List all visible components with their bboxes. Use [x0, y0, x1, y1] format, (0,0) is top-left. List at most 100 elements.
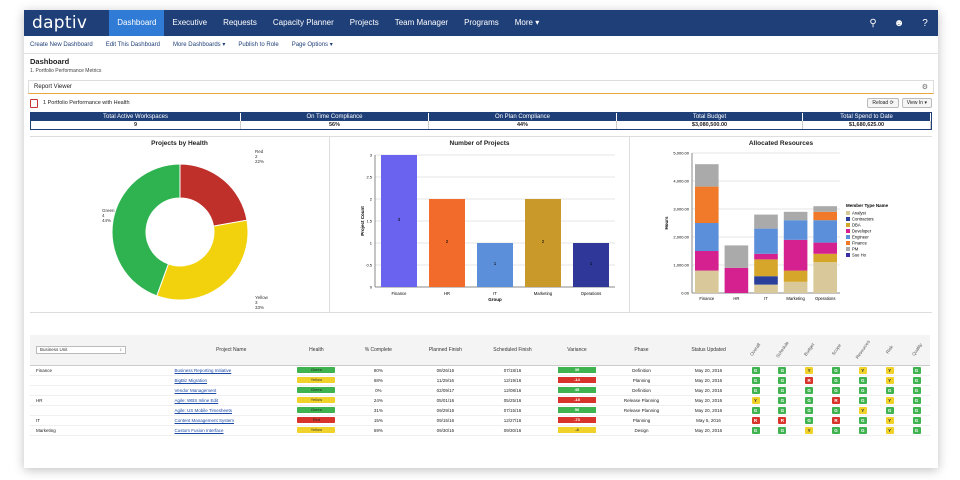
- status-indicator[interactable]: G: [805, 396, 814, 404]
- status-indicator[interactable]: G: [805, 416, 814, 424]
- status-indicator[interactable]: G: [831, 376, 840, 384]
- status-indicator[interactable]: G: [751, 426, 760, 434]
- status-indicator[interactable]: Y: [805, 426, 814, 434]
- column-header-risk[interactable]: Risk: [876, 335, 904, 366]
- help-icon[interactable]: ?: [922, 17, 928, 29]
- project-name-link[interactable]: Agile: US Mobile Timesheets: [174, 405, 289, 416]
- status-indicator[interactable]: G: [912, 376, 921, 384]
- stack-segment-contractors[interactable]: [754, 276, 778, 285]
- column-header[interactable]: % Complete: [344, 335, 412, 366]
- status-indicator[interactable]: G: [805, 386, 814, 394]
- nav-more[interactable]: More ▾: [514, 18, 540, 27]
- status-indicator[interactable]: G: [751, 376, 760, 384]
- view-in-button[interactable]: View In ▾: [901, 98, 932, 108]
- stack-segment-developer[interactable]: [695, 251, 719, 271]
- status-indicator[interactable]: G: [912, 366, 921, 374]
- business-unit-select[interactable]: Business Unit ↕: [36, 345, 126, 354]
- column-header-budget[interactable]: Budget: [795, 335, 823, 366]
- stack-segment-developer[interactable]: [724, 267, 749, 293]
- nav-dashboard[interactable]: Dashboard: [109, 10, 165, 36]
- stack-segment-finance[interactable]: [813, 211, 837, 221]
- bar-marketing[interactable]: [525, 199, 561, 287]
- bar-operations[interactable]: [573, 243, 609, 287]
- subnav-3[interactable]: Publish to Role: [238, 41, 279, 48]
- reload-button[interactable]: Reload ⟳: [867, 98, 899, 108]
- stack-segment-pm[interactable]: [813, 206, 837, 212]
- status-indicator[interactable]: G: [912, 416, 921, 424]
- nav-projects[interactable]: Projects: [349, 18, 379, 27]
- stack-segment-pm[interactable]: [783, 211, 808, 221]
- stack-segment-developer[interactable]: [813, 242, 837, 254]
- stack-segment-analyst[interactable]: [783, 281, 808, 293]
- stack-segment-finance[interactable]: [695, 186, 719, 223]
- nav-capacity-planner[interactable]: Capacity Planner: [272, 18, 334, 27]
- stack-segment-engineer[interactable]: [695, 223, 719, 251]
- status-indicator[interactable]: G: [885, 386, 894, 394]
- status-indicator[interactable]: R: [778, 416, 787, 424]
- project-name-link[interactable]: Custom Fusion Interface: [174, 425, 289, 436]
- gear-icon[interactable]: ⚙: [921, 84, 928, 91]
- nav-programs[interactable]: Programs: [464, 18, 499, 27]
- project-name-link[interactable]: Business Reporting Initiative: [174, 365, 289, 376]
- status-indicator[interactable]: G: [751, 366, 760, 374]
- stack-segment-dba[interactable]: [754, 259, 778, 277]
- stack-segment-analyst[interactable]: [754, 284, 778, 293]
- column-header-scope[interactable]: Scope: [822, 335, 850, 366]
- status-indicator[interactable]: G: [885, 406, 894, 414]
- subnav-1[interactable]: Edit This Dashboard: [105, 41, 160, 48]
- stack-segment-pm[interactable]: [724, 245, 749, 268]
- status-indicator[interactable]: G: [778, 376, 787, 384]
- project-name-link[interactable]: BigBiz Migration: [174, 375, 289, 386]
- status-indicator[interactable]: G: [778, 406, 787, 414]
- status-indicator[interactable]: G: [831, 386, 840, 394]
- status-indicator[interactable]: G: [912, 386, 921, 394]
- project-name-link[interactable]: Vendor Management: [174, 385, 289, 396]
- stack-segment-pm[interactable]: [695, 164, 719, 187]
- stack-segment-dba[interactable]: [783, 270, 808, 282]
- status-indicator[interactable]: Y: [805, 366, 814, 374]
- column-header[interactable]: Status Updated: [675, 335, 743, 366]
- stack-segment-pm[interactable]: [754, 214, 778, 229]
- status-indicator[interactable]: G: [912, 396, 921, 404]
- status-indicator[interactable]: Y: [885, 416, 894, 424]
- status-indicator[interactable]: G: [912, 406, 921, 414]
- status-indicator[interactable]: Y: [885, 376, 894, 384]
- status-indicator[interactable]: G: [912, 426, 921, 434]
- status-indicator[interactable]: R: [831, 396, 840, 404]
- status-indicator[interactable]: G: [751, 386, 760, 394]
- column-header[interactable]: Project Name: [174, 335, 289, 366]
- status-indicator[interactable]: R: [751, 416, 760, 424]
- pie-slice-red[interactable]: [179, 163, 248, 227]
- subnav-0[interactable]: Create New Dashboard: [30, 41, 93, 48]
- status-indicator[interactable]: Y: [858, 406, 867, 414]
- project-name-link[interactable]: Agile: WBS Inline Edit: [174, 395, 289, 406]
- column-header[interactable]: Scheduled Finish: [478, 335, 547, 366]
- status-indicator[interactable]: Y: [885, 426, 894, 434]
- user-icon[interactable]: ☻: [893, 17, 905, 29]
- column-header[interactable]: Phase: [607, 335, 676, 366]
- column-header-quality[interactable]: Quality: [903, 335, 930, 366]
- status-indicator[interactable]: G: [858, 416, 867, 424]
- stack-segment-dba[interactable]: [813, 253, 837, 263]
- stack-segment-developer[interactable]: [783, 239, 808, 271]
- column-header-schedule[interactable]: Schedule: [768, 335, 796, 366]
- stack-segment-analyst[interactable]: [813, 262, 837, 293]
- column-header-resources[interactable]: Resources: [849, 335, 877, 366]
- nav-executive[interactable]: Executive: [172, 18, 208, 27]
- status-indicator[interactable]: G: [858, 426, 867, 434]
- subnav-4[interactable]: Page Options ▾: [291, 42, 333, 48]
- status-indicator[interactable]: G: [805, 406, 814, 414]
- status-indicator[interactable]: G: [831, 406, 840, 414]
- stack-segment-developer[interactable]: [754, 253, 778, 260]
- bar-it[interactable]: [477, 243, 513, 287]
- column-header[interactable]: Planned Finish: [411, 335, 479, 366]
- stack-segment-engineer[interactable]: [754, 228, 778, 254]
- status-indicator[interactable]: Y: [751, 396, 760, 404]
- status-indicator[interactable]: G: [831, 426, 840, 434]
- status-indicator[interactable]: G: [778, 366, 787, 374]
- status-indicator[interactable]: R: [805, 376, 814, 384]
- status-indicator[interactable]: G: [831, 366, 840, 374]
- logo[interactable]: daptiv: [32, 13, 88, 33]
- status-indicator[interactable]: Y: [885, 396, 894, 404]
- pie-slice-yellow[interactable]: [156, 219, 249, 301]
